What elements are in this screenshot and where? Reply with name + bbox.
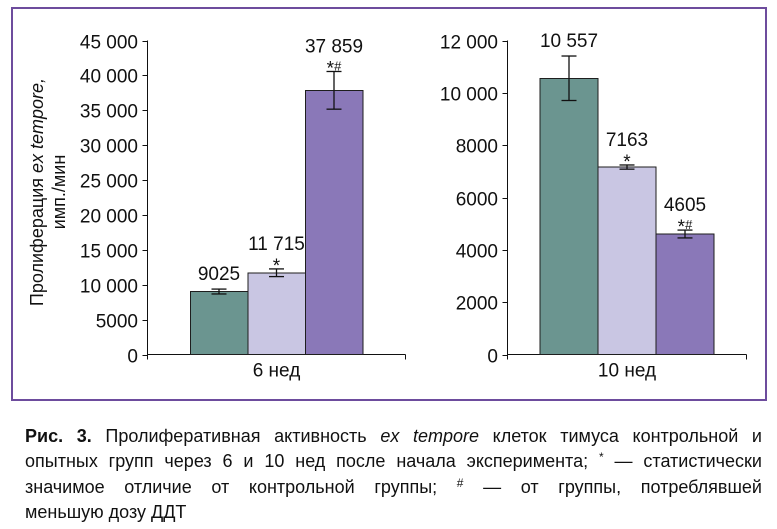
- marker-asterisk: *: [678, 217, 686, 238]
- significance-marker: *: [623, 152, 631, 173]
- caption-line-3: значимое отличие от контрольной группы; …: [25, 475, 762, 500]
- y-axis-title: Пролиферация ex tempore, имп./мин: [26, 62, 70, 322]
- error-bar: [677, 229, 693, 239]
- y-tick-label: 25 000: [80, 171, 138, 192]
- value-label: 9025: [198, 264, 240, 285]
- caption-text: — статистически: [614, 451, 762, 472]
- error-bar: [619, 164, 635, 170]
- marker-hash: #: [685, 217, 693, 232]
- y-axis-title-line-1: Пролиферация ex tempore,: [26, 62, 48, 322]
- y-tick-label: 8000: [456, 136, 498, 157]
- value-label: 7163: [606, 130, 648, 151]
- value-label: 4605: [664, 195, 706, 216]
- marker-hash: #: [334, 58, 342, 73]
- y-tick-label: 0: [487, 346, 498, 367]
- error-bar: [561, 55, 577, 102]
- x-tick-label: 10 нед: [598, 361, 656, 382]
- caption-line-2: опытных групп через 6 и 10 нед после нач…: [25, 449, 762, 474]
- bar: [189, 291, 249, 355]
- y-tick-label: 6000: [456, 189, 498, 210]
- y-tick-label: 0: [127, 346, 138, 367]
- figure-label: Рис. 3.: [25, 426, 92, 446]
- caption-text: клеток тимуса контрольной и: [492, 426, 762, 446]
- y-tick-label: 30 000: [80, 136, 138, 157]
- y-tick-label: 35 000: [80, 101, 138, 122]
- bar: [597, 166, 657, 355]
- chart-6-weeks: 0 5000 10 000 15 000 20 000 25 000 30 000 35 00…: [80, 32, 406, 382]
- significance-marker: *#: [327, 58, 342, 79]
- caption-text: — от группы, потреблявшей: [483, 476, 762, 497]
- marker-asterisk: *: [273, 256, 281, 277]
- caption-term: ex tempore: [380, 426, 479, 446]
- y-tick-label: 40 000: [80, 66, 138, 87]
- value-label: 11 715: [248, 234, 305, 255]
- bar: [247, 272, 306, 356]
- caption-text: Пролиферативная активность: [105, 426, 367, 446]
- y-tick-label: 10 000: [80, 276, 138, 297]
- error-bar: [269, 268, 284, 278]
- y-tick-label: 10 000: [440, 84, 498, 105]
- y-tick-label: 12 000: [440, 32, 498, 53]
- marker-asterisk: *: [327, 58, 335, 79]
- y-tick-label: 15 000: [80, 241, 138, 262]
- caption-text: меньшую дозу ДДТ: [25, 501, 187, 522]
- marker-asterisk: *: [623, 152, 631, 173]
- caption-text: опытных групп через 6 и 10 нед после нач…: [25, 451, 589, 472]
- y-tick-label: 20 000: [80, 206, 138, 227]
- significance-marker: *#: [678, 217, 693, 238]
- x-tick-label: 6 нед: [253, 361, 301, 382]
- caption-line-1: Рис. 3. Пролиферативная активность ex te…: [25, 424, 762, 449]
- figure-frame: [11, 7, 767, 401]
- bar-charts: 0 5000 10 000 15 000 20 000 25 000 30 000 35 00…: [80, 31, 747, 382]
- caption-line-4: меньшую дозу ДДТ: [25, 500, 762, 525]
- bar: [655, 233, 715, 355]
- bar: [539, 77, 599, 355]
- chart-10-weeks: 0 2000 4000 6000 8000 10 000 12 000 10 нед 10 55…: [440, 31, 747, 382]
- caption-text: значимое отличие от контрольной группы;: [25, 476, 438, 497]
- bar: [304, 89, 364, 355]
- error-bar: [326, 70, 342, 110]
- figure-caption: Рис. 3. Пролиферативная активность ex te…: [25, 424, 762, 525]
- error-bar: [211, 288, 227, 295]
- y-axis-title-lead: Пролиферация: [27, 178, 47, 307]
- y-tick-label: 45 000: [80, 32, 138, 53]
- y-tick-label: 4000: [456, 241, 498, 262]
- y-axis-title-unit: имп./мин: [49, 154, 69, 230]
- y-axis-title-term: ex tempore,: [27, 77, 47, 173]
- value-label: 10 557: [540, 31, 598, 52]
- hash-mark: #: [456, 475, 464, 490]
- y-tick-label: 2000: [456, 293, 498, 314]
- value-label: 37 859: [305, 36, 363, 57]
- asterisk-mark: *: [598, 450, 604, 465]
- significance-marker: *: [273, 256, 281, 277]
- y-tick-label: 5000: [96, 311, 138, 332]
